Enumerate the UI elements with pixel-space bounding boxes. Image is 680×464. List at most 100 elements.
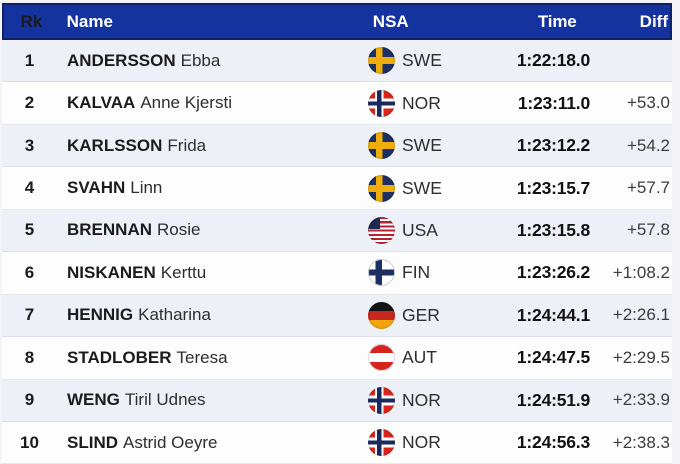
nsa-cell: SWE: [360, 47, 472, 75]
diff-cell: +54.2: [626, 135, 670, 155]
nsa-code: FIN: [402, 262, 431, 283]
given-name: Ebba: [180, 50, 221, 70]
diff-cell: +2:29.5: [612, 347, 670, 367]
nsa-code: NOR: [402, 432, 441, 453]
name-cell: KALVAA Anne Kjersti: [57, 93, 360, 113]
nsa-code: AUT: [402, 347, 437, 368]
table-row[interactable]: 4 SVAHN Linn SWE 1:23:15.7 +57.7: [2, 167, 672, 210]
flag-fin-icon: [368, 259, 395, 287]
time-cell: 1:23:11.0: [517, 92, 590, 113]
rank-cell: 10: [20, 432, 39, 452]
table-row[interactable]: 3 KARLSSON Frida SWE 1:23:12.2 +54.2: [2, 124, 672, 168]
given-name: Tiril Udnes: [124, 390, 206, 410]
header-time: Time: [537, 11, 577, 31]
surname: STADLOBER: [67, 347, 172, 367]
rank-cell: 7: [24, 305, 35, 325]
given-name: Rosie: [157, 220, 201, 240]
surname: ANDERSSON: [67, 50, 176, 70]
time-cell: 1:23:15.7: [516, 177, 590, 198]
name-cell: HENNIG Katharina: [57, 305, 360, 325]
flag-swe-icon: [368, 174, 395, 202]
rank-cell: 3: [24, 135, 35, 155]
results-table: Rk Name NSA Time Diff 1 ANDERSSON Ebba SW…: [2, 3, 672, 464]
surname: WENG: [67, 390, 120, 410]
table-row[interactable]: 7 HENNIG Katharina GER 1:24:44.1 +2:26.1: [2, 294, 672, 338]
table-row[interactable]: 8 STADLOBER Teresa AUT 1:24:47.5 +2:29.5: [2, 337, 672, 380]
nsa-cell: NOR: [360, 429, 472, 457]
name-cell: SVAHN Linn: [57, 178, 360, 198]
surname: BRENNAN: [67, 220, 152, 240]
header-rk: Rk: [20, 11, 43, 31]
nsa-cell: FIN: [360, 259, 472, 287]
table-row[interactable]: 5 BRENNAN Rosie USA 1:23:15.8 +57.8: [2, 209, 672, 253]
time-cell: 1:24:44.1: [516, 304, 590, 325]
given-name: Frida: [167, 135, 207, 155]
diff-cell: +57.8: [626, 220, 670, 240]
diff-cell: +2:38.3: [612, 432, 670, 452]
table-row[interactable]: 1 ANDERSSON Ebba SWE 1:22:18.0: [2, 40, 672, 83]
diff-cell: +1:08.2: [612, 262, 670, 282]
diff-cell: +2:33.9: [612, 390, 670, 410]
rank-cell: 6: [24, 262, 35, 282]
nsa-code: SWE: [402, 177, 442, 198]
nsa-code: USA: [402, 219, 438, 240]
time-cell: 1:23:26.2: [516, 262, 590, 283]
given-name: Anne Kjersti: [140, 93, 232, 113]
rank-cell: 1: [24, 50, 35, 70]
time-cell: 1:23:12.2: [516, 135, 590, 156]
header-name: Name: [66, 11, 113, 31]
flag-nor-icon: [368, 386, 395, 414]
flag-usa-icon: [368, 216, 395, 244]
table-row[interactable]: 10 SLIND Astrid Oeyre NOR 1:24:56.3 +2:38…: [2, 421, 672, 464]
surname: HENNIG: [67, 305, 134, 325]
nsa-code: SWE: [402, 135, 442, 156]
nsa-cell: USA: [360, 216, 472, 244]
nsa-code: GER: [402, 304, 440, 325]
rank-cell: 8: [24, 347, 35, 367]
rank-cell: 4: [24, 178, 35, 198]
time-cell: 1:24:47.5: [516, 347, 590, 368]
given-name: Katharina: [138, 305, 211, 325]
name-cell: ANDERSSON Ebba: [57, 51, 360, 71]
name-cell: NISKANEN Kerttu: [57, 263, 360, 283]
nsa-cell: GER: [360, 301, 472, 329]
flag-ger-icon: [368, 301, 395, 329]
name-cell: STADLOBER Teresa: [57, 348, 360, 368]
name-cell: WENG Tiril Udnes: [57, 390, 360, 410]
header-nsa: NSA: [372, 11, 409, 31]
flag-nor-icon: [368, 89, 395, 117]
table-row[interactable]: 2 KALVAA Anne Kjersti NOR 1:23:11.0 +53.0: [2, 82, 672, 125]
rank-cell: 9: [24, 390, 35, 410]
name-cell: SLIND Astrid Oeyre: [57, 433, 360, 453]
rank-cell: 5: [24, 220, 35, 240]
name-cell: KARLSSON Frida: [57, 136, 360, 156]
nsa-cell: SWE: [360, 174, 472, 202]
table-row[interactable]: 9 WENG Tiril Udnes NOR 1:24:51.9 +2:33.9: [2, 379, 672, 422]
diff-cell: +57.7: [626, 178, 670, 198]
nsa-cell: NOR: [360, 386, 472, 414]
surname: SVAHN: [67, 178, 126, 198]
nsa-code: NOR: [402, 92, 441, 113]
flag-swe-icon: [368, 132, 395, 160]
name-cell: BRENNAN Rosie: [57, 220, 360, 240]
table-row[interactable]: 6 NISKANEN Kerttu FIN 1:23:26.2 +1:08.2: [2, 252, 672, 295]
given-name: Linn: [130, 178, 163, 198]
flag-swe-icon: [368, 47, 395, 75]
given-name: Astrid Oeyre: [123, 432, 218, 452]
surname: KALVAA: [67, 93, 136, 113]
diff-cell: +53.0: [626, 93, 670, 113]
results-body: 1 ANDERSSON Ebba SWE 1:22:18.0 2 KALVAA An…: [2, 40, 672, 464]
given-name: Teresa: [176, 347, 228, 367]
diff-cell: +2:26.1: [612, 305, 670, 325]
given-name: Kerttu: [160, 262, 207, 282]
nsa-code: SWE: [402, 50, 442, 71]
header-diff: Diff: [639, 11, 668, 31]
table-header: Rk Name NSA Time Diff: [2, 3, 672, 40]
nsa-cell: NOR: [360, 89, 472, 117]
surname: NISKANEN: [67, 262, 156, 282]
time-cell: 1:22:18.0: [516, 50, 590, 71]
time-cell: 1:24:51.9: [516, 389, 590, 410]
flag-nor-icon: [368, 429, 395, 457]
nsa-cell: SWE: [360, 132, 472, 160]
time-cell: 1:23:15.8: [516, 219, 590, 240]
